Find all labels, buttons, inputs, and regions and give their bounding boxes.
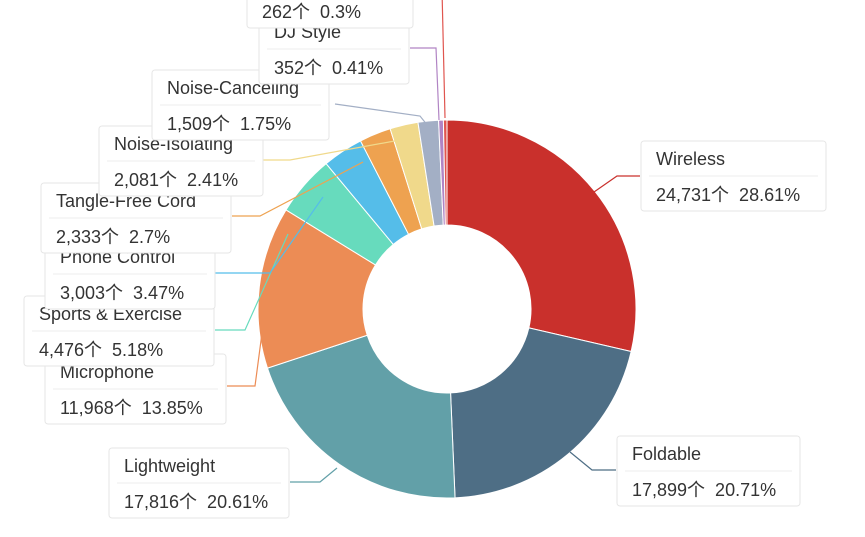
leader-line-phone-control bbox=[215, 196, 324, 274]
label-box bbox=[246, 0, 414, 29]
leader-line-unlabeled-10 bbox=[441, 0, 446, 119]
slice-microphone[interactable] bbox=[257, 209, 377, 369]
label-value: 2,333个 2.7% bbox=[56, 227, 170, 247]
leader-line-tangle-free-cord bbox=[232, 161, 364, 217]
label-value: 24,731个 28.61% bbox=[656, 185, 800, 205]
label-value: 262个 0.3% bbox=[262, 2, 361, 22]
slice-wireless[interactable] bbox=[446, 119, 637, 353]
label-microphone: Microphone 11,968个 13.85% bbox=[44, 353, 227, 425]
leader-line-wireless bbox=[593, 175, 640, 193]
label-value: 17,816个 20.61% bbox=[124, 492, 268, 512]
leader-line-noise-isolating bbox=[263, 139, 401, 161]
labels-group: Wireless 24,731个 28.61% Foldable 17,899个 20… bbox=[23, 0, 827, 519]
label-value: 352个 0.41% bbox=[274, 58, 383, 78]
leader-line-microphone bbox=[227, 332, 263, 387]
label-name: Foldable bbox=[632, 444, 701, 464]
label-name: Microphone bbox=[60, 362, 154, 382]
slice-foldable[interactable] bbox=[450, 327, 632, 499]
leader-line-dj-style bbox=[410, 47, 440, 121]
leader-line-sports-exercise bbox=[215, 233, 289, 331]
label-value: 1,509个 1.75% bbox=[167, 114, 291, 134]
label-foldable: Foldable 17,899个 20.71% bbox=[616, 435, 801, 507]
label-value: 17,899个 20.71% bbox=[632, 480, 776, 500]
slices-group bbox=[257, 119, 637, 499]
label-value: 2,081个 2.41% bbox=[114, 170, 238, 190]
label-lightweight: Lightweight 17,816个 20.61% bbox=[108, 447, 290, 519]
label-name: Wireless bbox=[656, 149, 725, 169]
leader-line-noise-canceling bbox=[334, 103, 429, 127]
label-wireless: Wireless 24,731个 28.61% bbox=[640, 140, 827, 212]
label-name: Lightweight bbox=[124, 456, 215, 476]
label-value: 4,476个 5.18% bbox=[39, 340, 163, 360]
leader-line-lightweight bbox=[290, 467, 338, 483]
slice-unlabeled-10[interactable] bbox=[442, 119, 448, 226]
label-unlabeled-10: 262个 0.3% bbox=[246, 0, 414, 29]
label-value: 11,968个 13.85% bbox=[60, 398, 203, 418]
leader-line-foldable bbox=[569, 451, 616, 471]
label-value: 3,003个 3.47% bbox=[60, 283, 184, 303]
leader-lines-group bbox=[215, 0, 640, 483]
slice-lightweight[interactable] bbox=[266, 334, 456, 499]
